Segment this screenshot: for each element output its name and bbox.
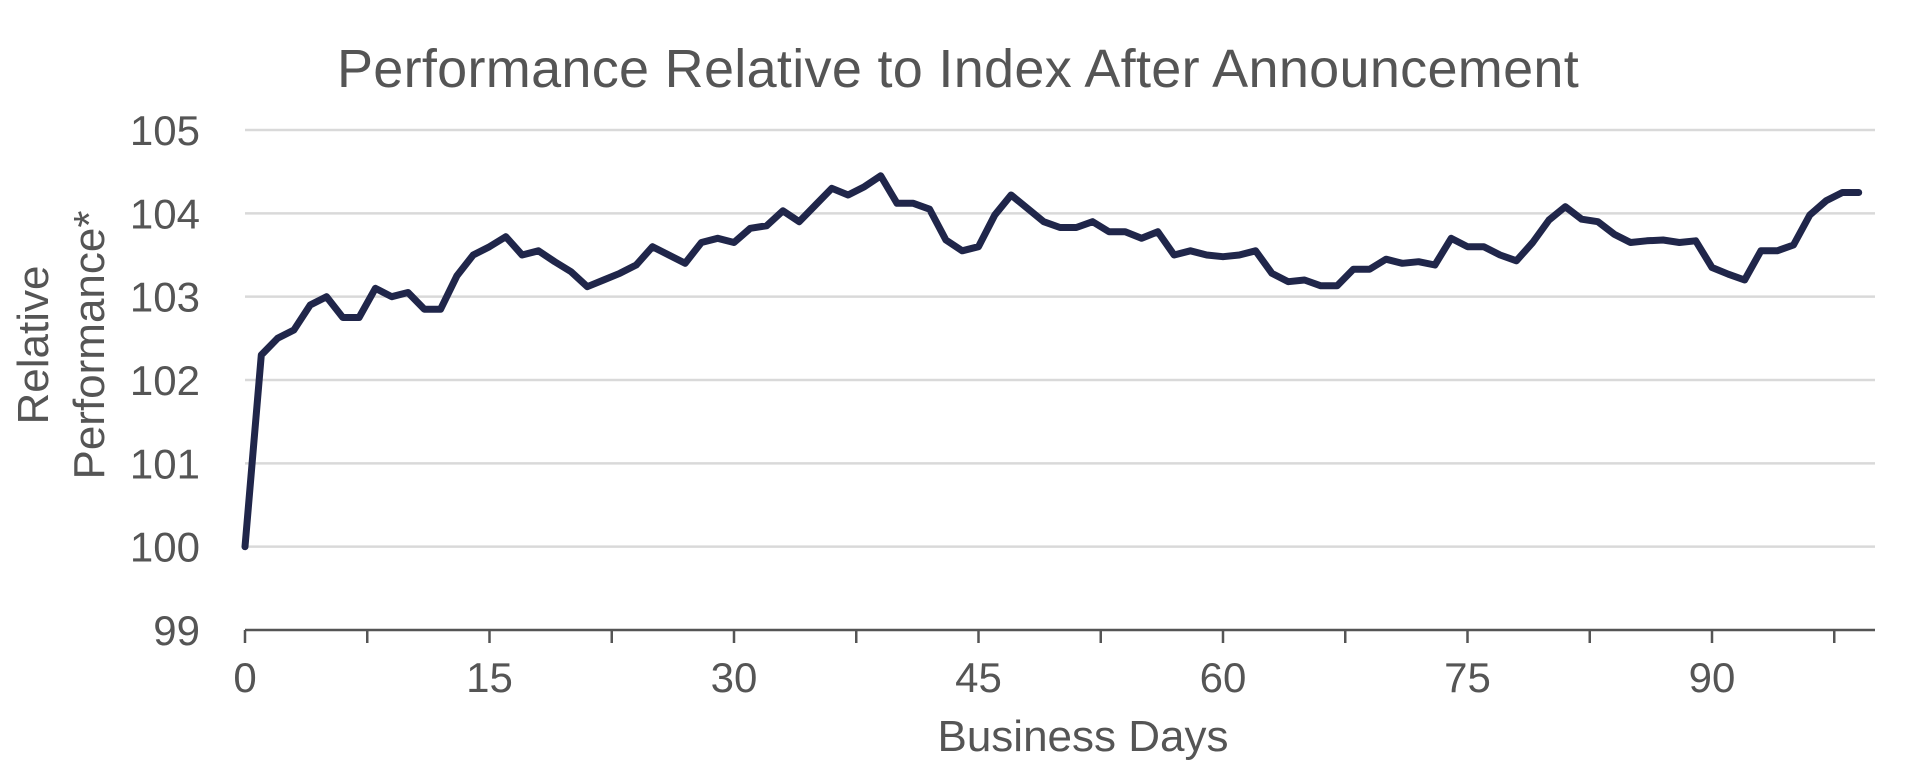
series-line-0 bbox=[241, 172, 1863, 551]
y-tick-label: 100 bbox=[130, 524, 200, 571]
y-tick-label: 102 bbox=[130, 357, 200, 404]
x-axis-label: Business Days bbox=[937, 712, 1229, 761]
y-tick-label: 104 bbox=[130, 190, 200, 237]
y-tick-label: 99 bbox=[153, 607, 200, 654]
x-tick-label: 15 bbox=[466, 654, 513, 700]
x-tick-label: 60 bbox=[1200, 654, 1247, 700]
x-tick-label: 45 bbox=[955, 654, 1002, 700]
y-tick-label: 103 bbox=[130, 274, 200, 321]
plot-area: 99 100 101 102 103 104 105 0 15 30 45 60 75 90 bbox=[130, 107, 1875, 700]
x-tick-label: 0 bbox=[233, 654, 256, 700]
y-tick-label: 101 bbox=[130, 440, 200, 487]
x-tick-label: 75 bbox=[1444, 654, 1491, 700]
x-tick-label: 30 bbox=[711, 654, 758, 700]
chart-title: Performance Relative to Index After Anno… bbox=[336, 39, 1580, 99]
x-tick-label: 90 bbox=[1689, 654, 1736, 700]
y-tick-label: 105 bbox=[130, 107, 200, 154]
